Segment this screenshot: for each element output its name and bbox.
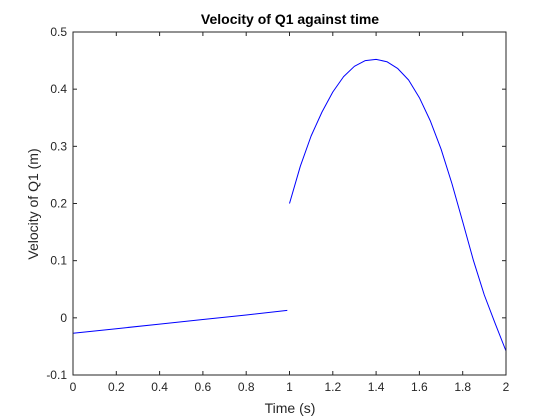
y-tick-label: 0.2 bbox=[50, 197, 67, 211]
x-tick-label: 0 bbox=[70, 380, 77, 394]
series-line-segment-1 bbox=[72, 309, 288, 334]
x-tick-label: 1.2 bbox=[324, 380, 341, 394]
x-tick-label: 0.2 bbox=[108, 380, 125, 394]
axes-layer: 0 0.2 0.4 0.6 0.8 1 1.2 1.4 1.6 1.8 2-0.100.10.20.… bbox=[46, 25, 509, 394]
series-line-segment-2 bbox=[289, 58, 507, 352]
x-tick-label: 2 bbox=[503, 380, 510, 394]
x-tick-label: 0.6 bbox=[195, 380, 212, 394]
y-tick-label: 0.1 bbox=[50, 254, 67, 268]
x-tick-label: 0.4 bbox=[151, 380, 168, 394]
y-tick-label: 0.4 bbox=[50, 82, 67, 96]
x-tick-label: 1.4 bbox=[368, 380, 385, 394]
x-axis-label: Time (s) bbox=[265, 400, 316, 416]
y-tick-label: 0.3 bbox=[50, 139, 67, 153]
series-layer bbox=[72, 58, 507, 352]
x-tick-label: 0.8 bbox=[238, 380, 255, 394]
y-axis-label: Velocity of Q1 (m) bbox=[25, 148, 41, 259]
x-tick-label: 1.8 bbox=[454, 380, 471, 394]
y-tick-label: 0 bbox=[60, 311, 67, 325]
y-tick-label: 0.5 bbox=[50, 25, 67, 39]
x-tick-label: 1.6 bbox=[411, 380, 428, 394]
y-tick-label: -0.1 bbox=[46, 368, 67, 382]
x-tick-label: 1 bbox=[286, 380, 293, 394]
chart-title: Velocity of Q1 against time bbox=[201, 11, 379, 27]
